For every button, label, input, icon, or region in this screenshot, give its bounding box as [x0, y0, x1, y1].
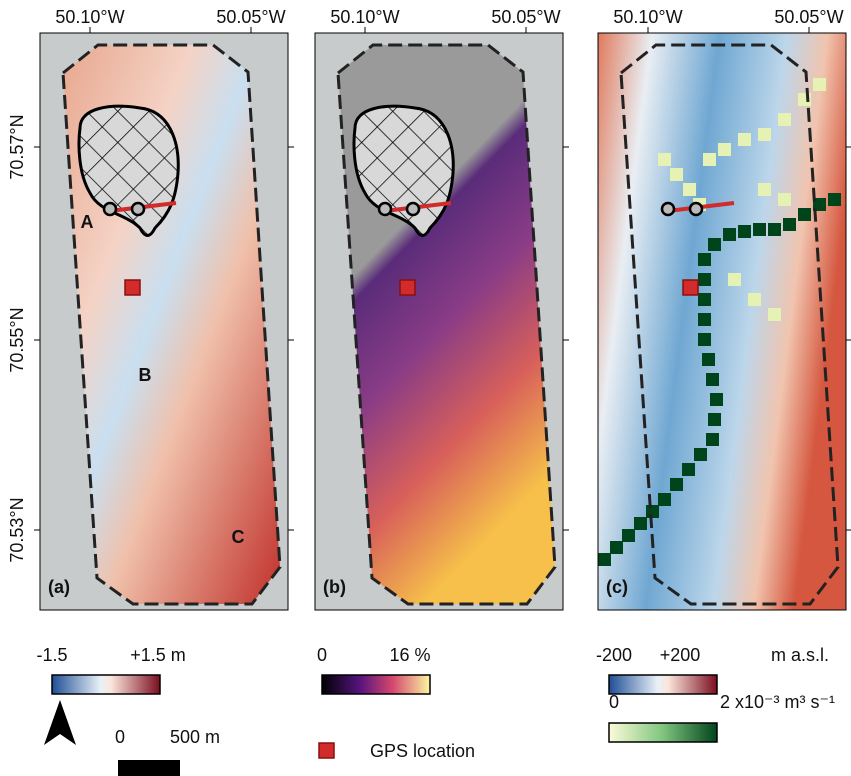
scale-end: 500 m: [170, 727, 220, 747]
panel-frame: [314, 32, 564, 611]
stream-cell: [753, 223, 766, 236]
transect-end: [377, 201, 393, 217]
lon-tick-label: 50.10°W: [55, 7, 124, 27]
map-panel: (a) 50.10°W 50.05°W A B C: [39, 7, 294, 611]
stream-cell: [748, 293, 761, 306]
lon-tick-label: 50.05°W: [216, 7, 285, 27]
colorbar: [608, 722, 718, 743]
stream-cell: [646, 505, 659, 518]
stream-cell: [698, 253, 711, 266]
field: [598, 33, 846, 610]
scale-bar: [118, 760, 180, 776]
legend-gps-label: GPS location: [370, 741, 475, 761]
lake: [352, 104, 455, 237]
site-label: C: [232, 527, 245, 547]
colorbar-max-label: +1.5 m: [130, 645, 186, 665]
stream-cell: [698, 333, 711, 346]
colorbar-max-label: 2 x10⁻³ m³ s⁻¹: [720, 692, 835, 712]
legend-gps-symbol: [318, 742, 335, 759]
survey-outline: [61, 43, 282, 606]
colorbar-min-label: -1.5: [36, 645, 67, 665]
lon-tick-label: 50.05°W: [774, 7, 843, 27]
lon-tick-label: 50.10°W: [613, 7, 682, 27]
colorbar: [608, 674, 718, 695]
lat-tick-label: 70.53°N: [7, 497, 27, 562]
stream-cell: [702, 353, 715, 366]
stream-cell: [738, 225, 751, 238]
panel-label: (b): [323, 577, 346, 597]
transect-end: [405, 201, 421, 217]
map-panel: (c) 50.10°W 50.05°W: [597, 7, 851, 611]
stream-cell: [670, 478, 683, 491]
colorbar: [321, 674, 431, 695]
stream-cell: [703, 153, 716, 166]
stream-cell: [598, 553, 611, 566]
stream-cell: [723, 228, 736, 241]
stream-cell: [670, 168, 683, 181]
gps-marker: [124, 279, 141, 296]
lat-tick-label: 70.57°N: [7, 114, 27, 179]
colorbar-min-label: -200: [596, 645, 632, 665]
stream-cell: [710, 393, 723, 406]
stream-cell: [658, 153, 671, 166]
colorbar-min-label: 0: [609, 692, 619, 712]
stream-cell: [778, 113, 791, 126]
lake: [77, 104, 180, 237]
stream-cell: [728, 273, 741, 286]
stream-cell: [768, 223, 781, 236]
stream-cell: [758, 128, 771, 141]
survey-outline: [336, 43, 557, 606]
stream-cell: [778, 193, 791, 206]
colorbar-unit: m a.s.l.: [771, 645, 829, 665]
stream-cell: [718, 143, 731, 156]
stream-cell: [738, 133, 751, 146]
panel-frame: [597, 32, 847, 611]
scale-start: 0: [115, 727, 125, 747]
north-arrow: [44, 700, 76, 745]
stream-cell: [828, 193, 841, 206]
stream-cell: [610, 541, 623, 554]
stream-cell: [622, 529, 635, 542]
stream-cell: [798, 208, 811, 221]
stream-cell: [683, 183, 696, 196]
stream-cell: [768, 308, 781, 321]
colorbar-max-label: +200: [660, 645, 701, 665]
stream-cell: [813, 78, 826, 91]
lat-tick-label: 70.55°N: [7, 307, 27, 372]
stream-cell: [783, 218, 796, 231]
panel-frame: [39, 32, 289, 611]
stream-cell: [698, 293, 711, 306]
colorbar-max-label: 16 %: [389, 645, 430, 665]
stream-cell: [706, 373, 719, 386]
stream-cell: [698, 313, 711, 326]
survey-outline: [619, 43, 840, 606]
stream-cell: [698, 273, 711, 286]
colorbar-min-label: 0: [317, 645, 327, 665]
stream-cell: [634, 517, 647, 530]
stream-cell: [682, 463, 695, 476]
colorbar: [51, 674, 161, 695]
panel-label: (a): [48, 577, 70, 597]
stream-cell: [694, 448, 707, 461]
lon-tick-label: 50.05°W: [491, 7, 560, 27]
panel-label: (c): [606, 577, 628, 597]
transect-end: [688, 201, 704, 217]
site-label: B: [139, 365, 152, 385]
lon-tick-label: 50.10°W: [330, 7, 399, 27]
gps-marker: [399, 279, 416, 296]
site-label: A: [81, 212, 94, 232]
map-panel: (b) 50.10°W 50.05°W: [314, 7, 569, 611]
stream-cell: [658, 493, 671, 506]
transect-end: [130, 201, 146, 217]
transect-end: [660, 201, 676, 217]
stream-cell: [708, 238, 721, 251]
transect-end: [102, 201, 118, 217]
stream-cell: [758, 183, 771, 196]
stream-cell: [708, 413, 721, 426]
stream-cell: [706, 433, 719, 446]
gps-marker: [682, 279, 699, 296]
